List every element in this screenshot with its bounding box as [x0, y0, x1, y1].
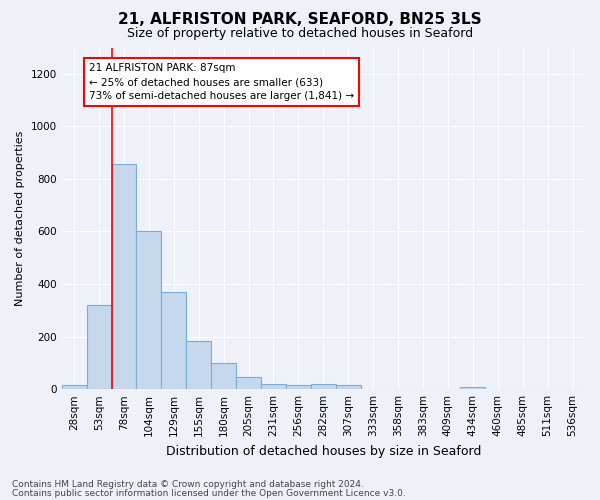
- Bar: [136, 232, 161, 389]
- Bar: [211, 363, 236, 389]
- Text: Contains HM Land Registry data © Crown copyright and database right 2024.: Contains HM Land Registry data © Crown c…: [12, 480, 364, 489]
- Y-axis label: Number of detached properties: Number of detached properties: [15, 130, 25, 306]
- Bar: [261, 384, 286, 389]
- Text: 21, ALFRISTON PARK, SEAFORD, BN25 3LS: 21, ALFRISTON PARK, SEAFORD, BN25 3LS: [118, 12, 482, 28]
- Text: 21 ALFRISTON PARK: 87sqm
← 25% of detached houses are smaller (633)
73% of semi-: 21 ALFRISTON PARK: 87sqm ← 25% of detach…: [89, 64, 354, 102]
- Text: Contains public sector information licensed under the Open Government Licence v3: Contains public sector information licen…: [12, 489, 406, 498]
- X-axis label: Distribution of detached houses by size in Seaford: Distribution of detached houses by size …: [166, 444, 481, 458]
- Bar: [112, 164, 136, 389]
- Bar: [311, 384, 336, 389]
- Bar: [86, 305, 112, 389]
- Bar: [62, 385, 86, 389]
- Bar: [236, 377, 261, 389]
- Bar: [460, 386, 485, 389]
- Text: Size of property relative to detached houses in Seaford: Size of property relative to detached ho…: [127, 28, 473, 40]
- Bar: [161, 292, 186, 389]
- Bar: [286, 385, 311, 389]
- Bar: [186, 340, 211, 389]
- Bar: [336, 385, 361, 389]
